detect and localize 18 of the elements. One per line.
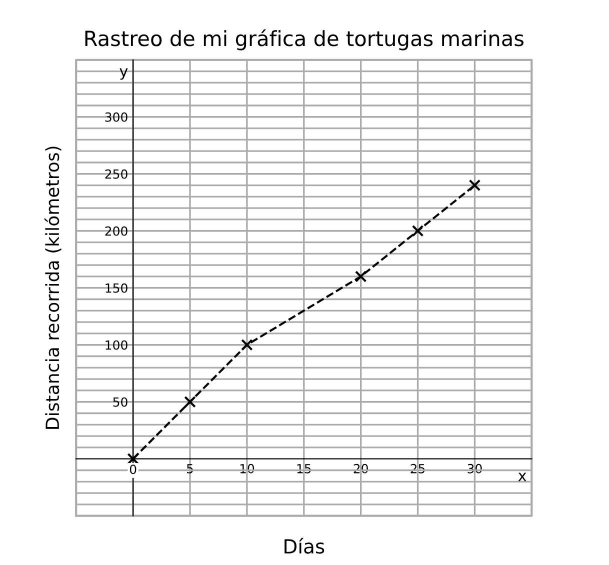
point	[354, 270, 367, 282]
y-tick-label: 50	[113, 397, 128, 407]
x-axis-title: Días	[284, 538, 324, 554]
point	[412, 224, 424, 237]
annotation: y	[120, 68, 128, 80]
chart-title: Rastreo de mi gráfica de tortugas marinas	[85, 29, 524, 50]
point	[241, 338, 253, 351]
y-axis-title: Distancia recorrida (kilómetros)	[44, 146, 62, 429]
x-tick-label: 0	[130, 464, 136, 474]
y-tick-label: 250	[105, 169, 128, 179]
y-tick-label: 100	[106, 340, 128, 350]
point	[468, 179, 481, 192]
point	[184, 396, 196, 408]
y-tick-label: 300	[105, 112, 128, 122]
y-tick-label: 150	[106, 283, 128, 293]
point	[127, 452, 139, 465]
annotation: x	[518, 472, 526, 482]
y-tick-label: 200	[105, 226, 128, 236]
